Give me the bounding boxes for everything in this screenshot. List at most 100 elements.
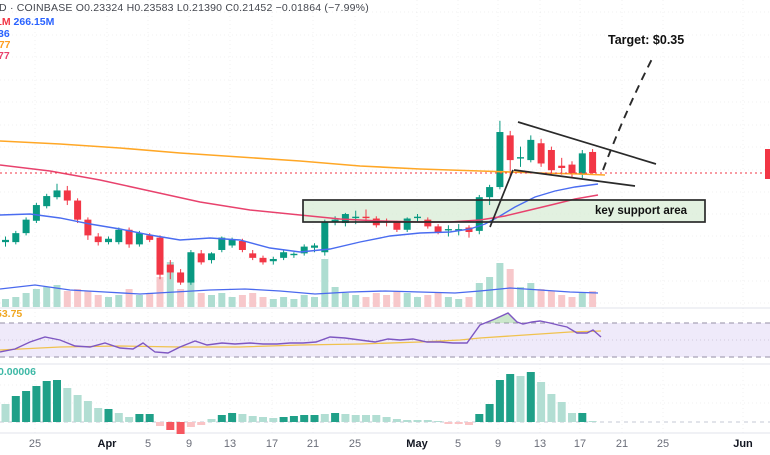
histogram-bar — [372, 415, 381, 422]
histogram-bar — [125, 417, 134, 422]
target-arrow[interactable] — [602, 56, 654, 171]
candle — [475, 194, 483, 235]
candle — [424, 217, 432, 229]
volume-bar — [362, 297, 370, 307]
candle — [63, 185, 71, 206]
histogram-bar — [289, 416, 298, 422]
histogram-bar — [320, 414, 329, 422]
volume-bars — [2, 259, 597, 307]
macd-current-value: 0.00006 — [0, 366, 36, 378]
candle — [177, 269, 185, 285]
candle — [259, 255, 267, 265]
candle — [94, 233, 102, 246]
support-area-label[interactable]: key support area — [594, 205, 687, 217]
volume-bar — [475, 283, 483, 307]
candle — [197, 249, 205, 265]
volume-value-right: 266.15M — [13, 16, 55, 28]
candle — [43, 193, 51, 209]
support-zone-border[interactable] — [302, 199, 706, 223]
candle — [32, 202, 40, 224]
histogram-bar — [32, 386, 41, 422]
volume-bar — [383, 295, 391, 307]
volume-bar — [43, 287, 51, 307]
histogram-bar — [228, 413, 237, 422]
histogram-bar — [444, 422, 453, 424]
rsi-line — [0, 312, 602, 354]
price-axis-tag — [765, 149, 770, 179]
histogram-bar — [83, 401, 92, 422]
histogram-bar — [63, 388, 72, 422]
candle — [465, 225, 473, 238]
candle — [187, 249, 195, 285]
histogram-bar — [53, 380, 61, 422]
histogram-bar — [516, 376, 525, 422]
ma-blue-line — [0, 183, 599, 253]
histogram-bar — [434, 421, 443, 422]
rsi-signal-line — [0, 330, 602, 351]
volume-bar — [166, 262, 174, 307]
volume-bar — [53, 285, 61, 307]
volume-bar — [578, 293, 586, 307]
histogram-bar — [104, 409, 113, 422]
histogram-bar — [588, 421, 597, 422]
histogram-bar — [217, 415, 226, 422]
support-zone-fill — [303, 200, 705, 222]
volume-ma-line — [0, 284, 599, 295]
ma-pink-line — [0, 164, 599, 223]
histogram-bar — [465, 422, 473, 425]
volume-bar — [434, 293, 442, 307]
candle — [2, 236, 9, 247]
volume-bar — [537, 289, 545, 307]
candle — [208, 252, 215, 264]
volume-bar — [331, 287, 339, 307]
volume-legend[interactable]: 1M 266.15M — [0, 16, 54, 28]
ma-blue-value[interactable]: 36 — [0, 28, 10, 40]
rsi-overbought-fill — [487, 313, 517, 323]
volume-bar — [403, 293, 411, 307]
histogram-bar — [392, 419, 401, 422]
candle — [455, 224, 463, 236]
symbol-ohlc-header[interactable]: 1D · COINBASE O0.23324 H0.23583 L0.21390… — [0, 2, 369, 14]
volume-bar — [218, 293, 226, 307]
histogram-bar — [506, 374, 515, 422]
candles — [2, 120, 597, 285]
rsi-current-value: 53.75 — [0, 308, 23, 320]
candle — [84, 217, 92, 240]
histogram-bar — [526, 372, 535, 422]
ma-pink-value[interactable]: 77 — [0, 50, 10, 62]
target-annotation-label[interactable]: Target: $0.35 — [608, 33, 685, 47]
histogram-bar — [259, 417, 267, 422]
histogram-bar — [403, 420, 412, 422]
wedge-pattern[interactable] — [489, 121, 657, 228]
volume-bar — [63, 291, 71, 307]
histogram-bar — [578, 413, 587, 422]
histogram-bar — [310, 415, 319, 422]
volume-bar — [290, 299, 298, 307]
candle — [558, 157, 566, 175]
histogram-bar — [135, 414, 144, 422]
volume-bar — [146, 293, 154, 307]
histogram-bar — [382, 417, 391, 422]
candle — [517, 146, 524, 167]
volume-bar — [444, 297, 452, 307]
histogram-bar — [197, 422, 206, 425]
histogram-bar — [186, 422, 195, 427]
volume-bar — [105, 297, 112, 307]
candle — [12, 230, 20, 245]
volume-bar — [32, 289, 40, 307]
volume-bar — [228, 297, 236, 307]
candle — [74, 198, 82, 224]
histogram-bar — [166, 422, 175, 430]
candle — [290, 252, 298, 258]
ma-orange-value[interactable]: 577 — [0, 39, 11, 51]
candle — [527, 135, 535, 163]
histogram-bar — [423, 420, 432, 422]
candle — [249, 249, 257, 261]
volume-value-left: 1M — [0, 16, 11, 28]
candle — [496, 120, 504, 190]
volume-bar — [424, 295, 432, 307]
volume-bar — [2, 299, 9, 307]
volume-bar — [156, 277, 164, 307]
